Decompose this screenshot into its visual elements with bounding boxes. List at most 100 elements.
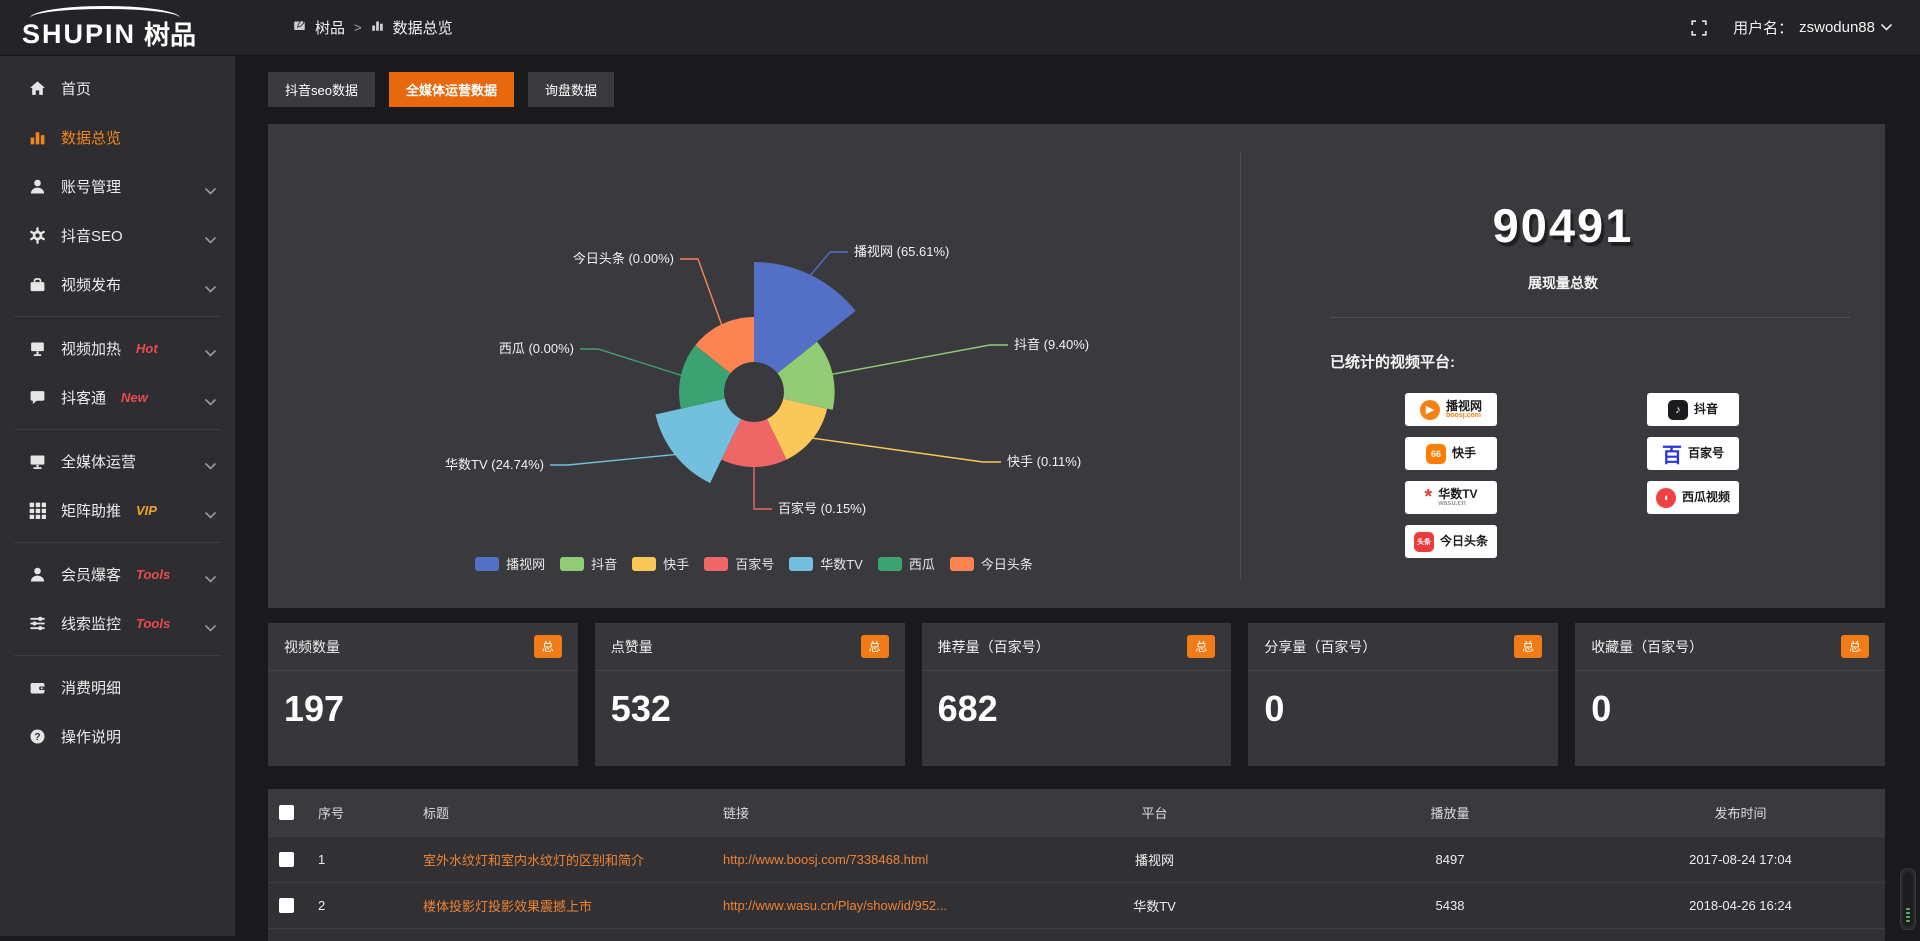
- sidebar-item-label: 数据总览: [61, 127, 121, 148]
- gear-icon: [29, 227, 46, 244]
- stat-card-value: 0: [1575, 671, 1885, 747]
- tab-inquiry-data[interactable]: 询盘数据: [528, 72, 614, 107]
- column-header-plays: 播放量: [1300, 803, 1600, 822]
- legend-item-播视网[interactable]: 播视网: [475, 554, 545, 573]
- platform-logo-name: 播视网: [1446, 400, 1482, 413]
- tab-douyin-seo-data[interactable]: 抖音seo数据: [268, 72, 375, 107]
- breadcrumb-root[interactable]: 树品: [315, 17, 345, 38]
- stat-card-header: 点赞量总: [595, 623, 905, 671]
- topbar-right: 用户名：zswodun88: [1691, 17, 1892, 38]
- question-icon: ?: [29, 728, 46, 745]
- stat-card-title: 收藏量（百家号）: [1591, 637, 1703, 657]
- stat-card-total-badge[interactable]: 总: [861, 635, 889, 658]
- sidebar-item-data-overview[interactable]: 数据总览: [0, 113, 235, 162]
- legend-item-抖音[interactable]: 抖音: [560, 554, 617, 573]
- pie-slice-华数TV[interactable]: [656, 399, 742, 483]
- chevron-down-icon: [205, 393, 216, 410]
- stat-card-total-badge[interactable]: 总: [1514, 635, 1542, 658]
- pie-label-line-快手: [812, 438, 1001, 462]
- column-header-platform: 平台: [1009, 803, 1300, 822]
- stat-card-value: 0: [1248, 671, 1558, 747]
- cell-title-link[interactable]: 室外水纹灯和室内水纹灯的区别和简介: [409, 850, 709, 869]
- legend-item-百家号[interactable]: 百家号: [704, 554, 774, 573]
- user-menu[interactable]: 用户名：zswodun88: [1733, 17, 1892, 38]
- cell-url-link[interactable]: http://www.boosj.com/7338468.html: [709, 852, 1009, 867]
- screen-icon: [29, 340, 46, 357]
- platform-logo-toutiao: 头条今日头条: [1405, 525, 1497, 558]
- cell-platform: 华数TV: [1009, 896, 1300, 915]
- cell-url-link[interactable]: http://www.wasu.cn/Play/show/id/952...: [709, 898, 1009, 913]
- stat-card-5: 收藏量（百家号） 总 0: [1575, 623, 1885, 766]
- select-all-checkbox[interactable]: [279, 805, 294, 820]
- baijiahao-icon: 百: [1662, 439, 1682, 468]
- sidebar-item-label: 操作说明: [61, 726, 121, 747]
- vertical-scrollbar[interactable]: [1900, 868, 1916, 930]
- sidebar-item-consumption-detail[interactable]: 消费明细: [0, 663, 235, 712]
- sidebar-item-douyin-seo[interactable]: 抖音SEO: [0, 211, 235, 260]
- data-tabs: 抖音seo数据全媒体运营数据询盘数据: [268, 72, 1885, 107]
- legend-item-西瓜[interactable]: 西瓜: [878, 554, 935, 573]
- platform-share-rose-chart[interactable]: 播视网 (65.61%)抖音 (9.40%)快手 (0.11%)百家号 (0.1…: [268, 124, 1240, 608]
- sidebar-item-media-operation[interactable]: 全媒体运营: [0, 437, 235, 486]
- legend-item-华数TV[interactable]: 华数TV: [789, 554, 863, 573]
- breadcrumb-current[interactable]: 数据总览: [393, 17, 453, 38]
- platform-logo-name: 华数TV: [1438, 488, 1477, 501]
- scrollbar-thumb[interactable]: [1903, 872, 1913, 926]
- stat-card-title: 推荐量（百家号）: [938, 637, 1050, 657]
- stat-card-total-badge[interactable]: 总: [534, 635, 562, 658]
- fullscreen-icon[interactable]: [1691, 20, 1707, 36]
- username-value: zswodun88: [1799, 19, 1875, 36]
- row-checkbox[interactable]: [279, 898, 294, 913]
- legend-item-快手[interactable]: 快手: [632, 554, 689, 573]
- pie-label-百家号: 百家号 (0.15%): [778, 501, 866, 516]
- cell-title-link[interactable]: 楼体投影灯投影效果震撼上市: [409, 896, 709, 915]
- sidebar-item-video-publish[interactable]: 视频发布: [0, 260, 235, 309]
- legend-item-今日头条[interactable]: 今日头条: [950, 554, 1033, 573]
- cell-publish-time: 2018-04-26 16:24: [1600, 898, 1881, 913]
- pie-label-line-百家号: [754, 466, 772, 509]
- pie-label-今日头条: 今日头条 (0.00%): [573, 251, 674, 266]
- kuaishou-icon: 66: [1426, 444, 1446, 464]
- sidebar-item-label: 消费明细: [61, 677, 121, 698]
- legend-label: 百家号: [735, 554, 774, 573]
- sidebar-item-operation-guide[interactable]: ? 操作说明: [0, 712, 235, 761]
- sidebar-item-badge: New: [121, 390, 148, 405]
- tab-media-operation-data[interactable]: 全媒体运营数据: [389, 72, 514, 107]
- sidebar-item-badge: VIP: [136, 503, 157, 518]
- stat-card-total-badge[interactable]: 总: [1187, 635, 1215, 658]
- platform-logo-name: 今日头条: [1440, 535, 1488, 548]
- stat-card-total-badge[interactable]: 总: [1841, 635, 1869, 658]
- row-checkbox[interactable]: [279, 852, 294, 867]
- table-partial-row: [268, 928, 1885, 941]
- bar-chart-icon: [29, 129, 46, 146]
- pie-label-快手: 快手 (0.11%): [1007, 454, 1081, 469]
- platform-logo-name: 百家号: [1688, 447, 1724, 460]
- legend-label: 西瓜: [909, 554, 935, 573]
- chevron-down-icon: [205, 570, 216, 587]
- sidebar-item-account-management[interactable]: 账号管理: [0, 162, 235, 211]
- platform-logo-subtext: wasu.cn: [1438, 500, 1477, 507]
- platform-logo-name: 抖音: [1694, 403, 1718, 416]
- briefcase-icon: [29, 276, 46, 293]
- scrollbar-dashes: [1906, 908, 1910, 922]
- top-bar: SHUPIN 树品 树品 > 数据总览 用户名：zswodun88: [0, 0, 1920, 56]
- legend-swatch: [704, 557, 728, 571]
- sidebar-item-home[interactable]: 首页: [0, 64, 235, 113]
- main-content: 抖音seo数据全媒体运营数据询盘数据 播视网 (65.61%)抖音 (9.40%…: [235, 56, 1920, 936]
- stat-card-value: 532: [595, 671, 905, 747]
- pie-label-line-西瓜: [580, 349, 682, 376]
- logo-suffix-text: 树品: [144, 22, 196, 48]
- platforms-label: 已统计的视频平台:: [1330, 351, 1885, 372]
